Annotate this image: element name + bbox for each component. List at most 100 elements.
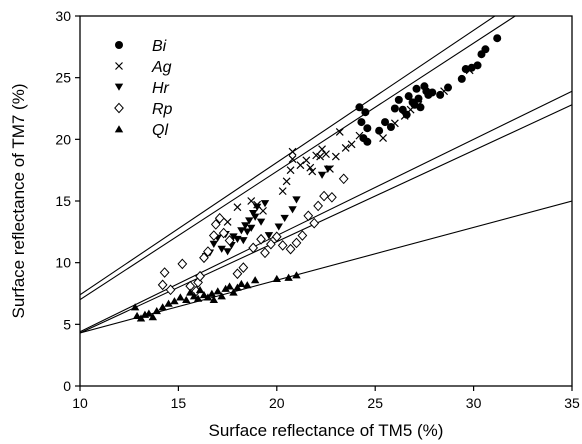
point-ag	[341, 144, 350, 152]
point-rp	[232, 268, 243, 280]
point-rp	[260, 247, 270, 259]
point-hr	[237, 227, 246, 235]
point-rp	[177, 258, 188, 270]
point-hr	[250, 213, 260, 221]
y-tick-label: 20	[55, 131, 71, 147]
point-ag	[318, 145, 326, 154]
point-bi	[390, 104, 399, 113]
point-ag	[335, 128, 344, 136]
point-rp	[203, 246, 213, 257]
point-ag	[331, 152, 340, 161]
point-ag	[322, 150, 330, 159]
point-ql	[148, 313, 158, 321]
point-rp	[291, 237, 302, 249]
point-ql	[272, 274, 281, 283]
legend-label-rp: Rp	[152, 101, 173, 118]
point-rp	[210, 219, 221, 230]
point-hr	[239, 237, 248, 245]
point-ag	[355, 131, 364, 140]
point-rp	[303, 210, 314, 222]
point-rp	[214, 212, 225, 224]
point-ql	[182, 295, 191, 304]
point-ql	[132, 311, 142, 320]
point-ag	[278, 187, 287, 196]
point-ag	[379, 134, 387, 143]
point-rp	[271, 231, 282, 243]
point-ag	[308, 167, 317, 176]
regression-line-3	[80, 90, 572, 333]
point-bi	[493, 34, 502, 43]
point-ag	[414, 100, 423, 109]
point-hr	[217, 245, 226, 253]
point-rp	[319, 190, 329, 202]
point-ag	[288, 147, 297, 156]
point-ag	[296, 161, 305, 170]
legend-label-hr: Hr	[152, 80, 170, 97]
axis-ticks: 10 15 20 25 30 35 0 5 10 15 20 25 30	[55, 8, 580, 411]
point-hr	[233, 235, 242, 244]
point-ag	[316, 152, 325, 161]
point-hr	[245, 217, 254, 225]
x-tick-label: 30	[466, 395, 482, 411]
point-ql	[186, 288, 195, 296]
point-bi	[414, 94, 423, 103]
point-ql	[199, 290, 209, 299]
point-ql	[193, 294, 203, 302]
point-rp	[256, 233, 266, 245]
point-ql	[152, 306, 161, 315]
point-ql	[203, 293, 213, 301]
point-ql	[233, 283, 242, 291]
point-hr	[292, 196, 301, 204]
point-ql	[217, 292, 226, 300]
legend-label-ag: Ag	[151, 59, 172, 76]
point-bi	[375, 126, 384, 135]
point-ql	[209, 295, 219, 304]
point-rp	[208, 230, 219, 241]
point-hr	[280, 214, 289, 223]
point-ag	[406, 105, 415, 114]
point-rp	[297, 230, 308, 241]
point-rp	[165, 284, 176, 296]
point-bi	[473, 61, 482, 70]
point-ql	[158, 303, 167, 311]
x-axis-label: Surface reflectance of TM5 (%)	[209, 421, 444, 440]
point-bi	[363, 137, 372, 146]
series-rp	[157, 173, 349, 297]
point-bi	[481, 45, 490, 54]
point-bi	[361, 108, 370, 117]
point-ql	[292, 271, 301, 279]
series-ql	[130, 271, 301, 322]
point-hr	[252, 203, 262, 211]
point-ql	[207, 289, 217, 297]
point-ql	[237, 279, 246, 287]
point-rp	[238, 262, 249, 273]
point-rp	[159, 267, 170, 278]
x-tick-label: 15	[171, 395, 187, 411]
point-bi	[381, 118, 390, 127]
y-tick-label: 10	[55, 255, 71, 271]
point-ag	[288, 155, 297, 163]
point-rp	[199, 252, 209, 264]
point-ag	[259, 206, 267, 215]
point-hr	[288, 206, 297, 214]
point-ag	[400, 111, 409, 120]
x-tick-label: 10	[72, 395, 88, 411]
point-ag	[302, 156, 311, 165]
regression-line-2	[80, 16, 517, 301]
point-hr	[243, 228, 252, 236]
point-rp	[266, 238, 276, 250]
point-ql	[243, 281, 252, 289]
point-bi	[363, 124, 372, 133]
legend-label-ql: Ql	[152, 122, 168, 139]
point-ag	[390, 119, 399, 128]
point-ag	[440, 87, 449, 96]
y-axis-label: Surface reflectance of TM7 (%)	[9, 84, 28, 319]
point-hr	[260, 200, 270, 208]
point-ag	[347, 140, 356, 149]
point-ql	[229, 288, 238, 296]
point-ag	[286, 166, 295, 175]
x-tick-label: 35	[564, 395, 580, 411]
point-ql	[225, 282, 234, 290]
point-ql	[176, 293, 185, 301]
